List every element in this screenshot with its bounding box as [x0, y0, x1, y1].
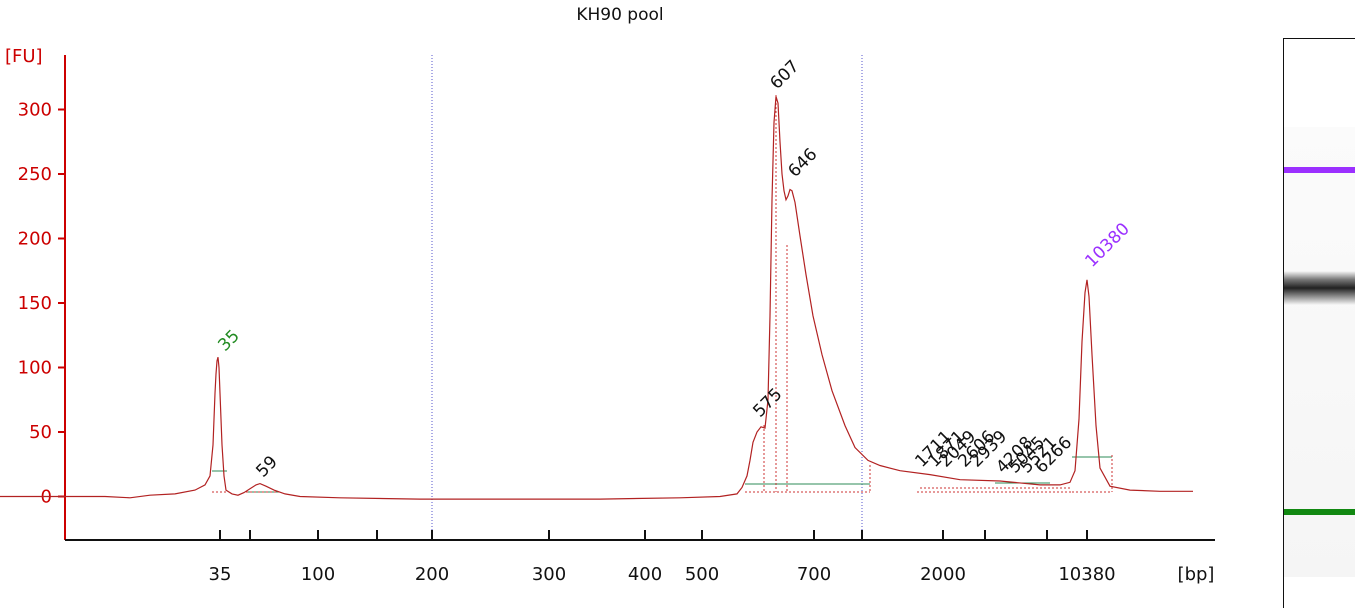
x-tick-label: 10380 [1058, 564, 1115, 585]
x-tick-label: 300 [532, 564, 566, 585]
x-tick-label: 700 [797, 564, 831, 585]
y-tick-label: 100 [18, 358, 52, 379]
y-tick-label: 150 [18, 293, 52, 314]
x-tick-label: 500 [685, 564, 719, 585]
y-tick-label: 250 [18, 164, 52, 185]
x-tick-label: 35 [209, 564, 232, 585]
peak-label: 59 [252, 452, 281, 481]
peak-label: 607 [766, 56, 803, 93]
gel-lane [1284, 127, 1355, 577]
gel-image [1283, 38, 1355, 608]
x-axis-label: [bp] [1178, 564, 1215, 585]
upper-marker-band [1284, 167, 1355, 173]
peak-label: 35 [214, 326, 243, 355]
y-axis-label: [FU] [5, 46, 43, 67]
y-tick-label: 200 [18, 229, 52, 250]
peak-label: 575 [749, 384, 786, 421]
trace-line [0, 96, 1193, 500]
x-tick-label: 2000 [920, 564, 966, 585]
peak-label: 646 [784, 144, 821, 181]
chart-title: KH90 pool [576, 5, 664, 25]
peak-label: 10380 [1081, 219, 1133, 271]
x-tick-label: 400 [628, 564, 662, 585]
x-tick-label: 100 [301, 564, 335, 585]
lower-marker-band [1284, 509, 1355, 515]
y-tick-label: 50 [29, 422, 52, 443]
y-tick-label: 300 [18, 100, 52, 121]
x-tick-label: 200 [415, 564, 449, 585]
sample-band [1284, 271, 1355, 305]
